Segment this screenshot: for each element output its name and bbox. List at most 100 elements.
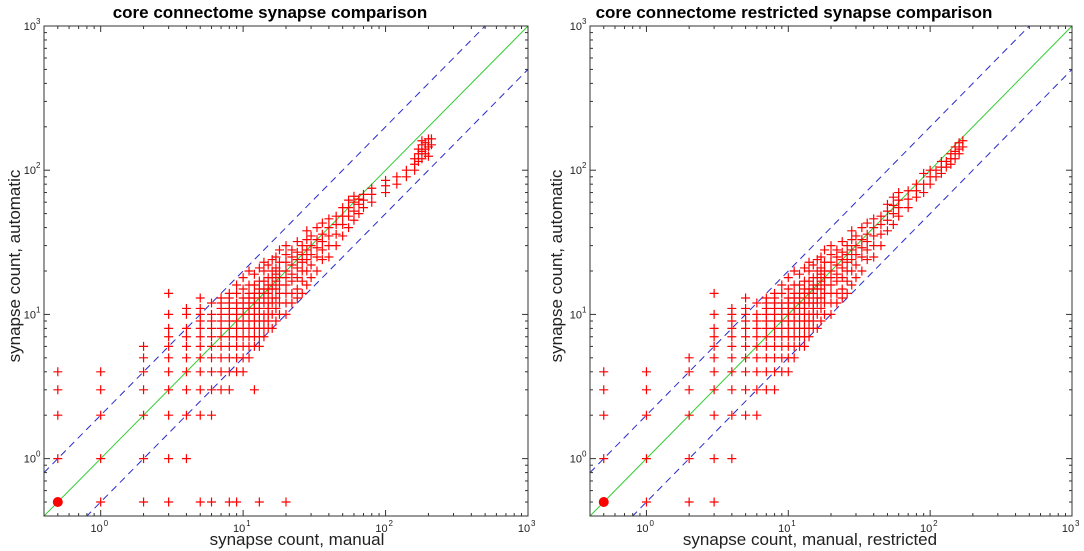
data-point	[876, 241, 886, 251]
data-point	[954, 138, 964, 148]
y-tick-exponent: 3	[582, 17, 587, 26]
data-point	[777, 288, 787, 298]
data-point	[232, 288, 242, 298]
axis-ticks	[589, 26, 1072, 517]
axis-ticks	[43, 26, 528, 517]
data-point	[254, 341, 264, 351]
data-point	[331, 229, 341, 239]
data-point	[837, 284, 847, 294]
data-point	[401, 165, 411, 175]
data-point	[324, 223, 334, 233]
data-point	[344, 211, 354, 221]
upper-bound-line	[590, 26, 1031, 473]
data-point	[783, 273, 793, 283]
data-point	[297, 276, 307, 286]
data-point	[946, 149, 956, 159]
data-point	[216, 385, 226, 395]
data-point	[302, 235, 312, 245]
data-point	[354, 194, 364, 204]
data-point	[741, 353, 751, 363]
data-point	[888, 200, 898, 210]
data-point	[302, 245, 312, 255]
data-point	[869, 231, 879, 241]
data-point	[857, 266, 867, 276]
data-point	[709, 353, 719, 363]
data-point	[752, 309, 762, 319]
data-point	[358, 189, 368, 199]
data-point	[709, 323, 719, 333]
x-tick-exponent: 1	[791, 519, 796, 528]
data-point	[826, 257, 836, 267]
data-point	[249, 269, 259, 279]
x-tick-label: 10	[636, 523, 648, 535]
data-point	[752, 367, 762, 377]
data-point	[306, 273, 316, 283]
data-point	[216, 367, 226, 377]
data-point	[770, 385, 780, 395]
data-point	[741, 367, 751, 377]
data-point	[847, 266, 857, 276]
data-point	[820, 245, 830, 255]
data-point	[816, 252, 826, 262]
data-point	[842, 250, 852, 260]
data-point	[181, 332, 191, 342]
data-point	[139, 454, 149, 464]
data-point	[306, 231, 316, 241]
data-point	[862, 255, 872, 265]
chart-panel-right: core connectome restricted synapse compa…	[542, 0, 1084, 551]
data-point	[306, 250, 316, 260]
data-point	[857, 243, 867, 253]
x-tick-exponent: 2	[389, 519, 394, 528]
y-tick-label: 10	[570, 165, 582, 177]
data-point	[847, 226, 857, 236]
data-point	[338, 231, 348, 241]
data-point	[271, 303, 281, 313]
plot-area: 10 0 10 1 10 2 10 310 010 110 210 3	[570, 17, 1080, 535]
data-point	[816, 303, 826, 313]
data-point	[281, 309, 291, 319]
data-point	[367, 197, 377, 207]
data-point	[888, 209, 898, 219]
x-tick-exponent: 3	[1075, 519, 1080, 528]
data-point	[826, 309, 836, 319]
data-point	[164, 385, 174, 395]
data-point	[181, 410, 191, 420]
data-point	[349, 206, 359, 216]
x-tick-label: 10	[91, 523, 103, 535]
data-point	[876, 220, 886, 230]
data-point	[306, 241, 316, 251]
data-point	[804, 266, 814, 276]
y-tick-label: 10	[570, 454, 582, 466]
data-point	[195, 341, 205, 351]
data-point	[709, 288, 719, 298]
data-point	[195, 303, 205, 313]
x-tick-label: 10	[778, 523, 790, 535]
data-point	[426, 134, 436, 144]
data-point	[832, 269, 842, 279]
dense-cluster-marker	[598, 497, 609, 508]
data-point	[139, 385, 149, 395]
data-point	[238, 284, 248, 294]
data-point	[709, 410, 719, 420]
data-point	[53, 410, 63, 420]
data-point	[842, 241, 852, 251]
x-tick-exponent: 1	[246, 519, 251, 528]
data-point	[832, 298, 842, 308]
data-point	[207, 385, 217, 395]
data-point	[164, 341, 174, 351]
scatter-chart-left: core connectome synapse comparison synap…	[5, 3, 536, 549]
data-point	[684, 385, 694, 395]
data-point	[281, 497, 291, 507]
data-point	[338, 220, 348, 230]
data-point	[281, 266, 291, 276]
data-point	[271, 252, 281, 262]
data-point	[684, 410, 694, 420]
data-point	[287, 269, 297, 279]
data-point	[195, 367, 205, 377]
x-axis-label: synapse count, manual	[210, 530, 385, 549]
y-tick-label: 10	[24, 309, 36, 321]
data-point	[302, 255, 312, 265]
data-point	[727, 353, 737, 363]
y-tick-exponent: 0	[36, 450, 41, 459]
data-point	[894, 188, 904, 198]
